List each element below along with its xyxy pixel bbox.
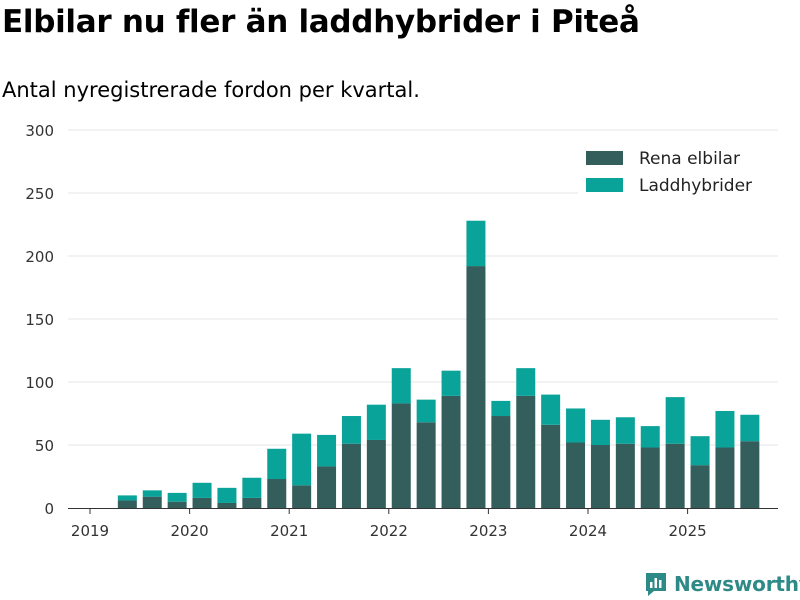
bar-laddhybrider [615,417,635,444]
bar-rena-elbilar [615,443,635,508]
bar-laddhybrider [640,426,660,448]
x-tick-label: 2023 [469,522,507,540]
bar-laddhybrider [117,495,137,501]
bar-laddhybrider [217,487,237,503]
bar-rena-elbilar [516,395,536,508]
x-tick-label: 2019 [71,522,109,540]
y-tick-label: 300 [25,122,54,140]
bar-rena-elbilar [317,466,337,508]
newsworthy-logo-text: Newsworthy [674,572,800,596]
newsworthy-logo: Newsworthy [644,569,800,599]
bar-rena-elbilar [590,445,610,508]
bar-laddhybrider [142,490,162,497]
bar-rena-elbilar [117,500,137,508]
bar-rena-elbilar [217,502,237,508]
bar-laddhybrider [391,368,411,404]
bar-laddhybrider [267,448,287,480]
y-tick-label: 200 [25,248,54,266]
bar-rena-elbilar [740,441,760,508]
bar-rena-elbilar [192,497,212,508]
bar-laddhybrider [516,368,536,396]
bar-laddhybrider [292,433,312,486]
bar-rena-elbilar [690,465,710,508]
bar-rena-elbilar [441,395,461,508]
x-tick-label: 2025 [669,522,707,540]
bar-rena-elbilar [242,497,262,508]
bar-rena-elbilar [341,443,361,508]
legend: Rena elbilar Laddhybrider [578,140,778,200]
bar-laddhybrider [541,394,561,425]
bar-rena-elbilar [665,443,685,508]
bar-laddhybrider [566,408,586,443]
bar-rena-elbilar [416,422,436,508]
legend-item-rena-elbilar-swatch [586,151,623,165]
bar-rena-elbilar [491,416,511,508]
bar-laddhybrider [466,220,486,267]
x-tick-label: 2020 [171,522,209,540]
bar-rena-elbilar [640,447,660,508]
bar-laddhybrider [167,492,187,502]
bar-laddhybrider [590,419,610,445]
bar-rena-elbilar [142,496,162,508]
y-tick-label: 150 [25,311,54,329]
bar-laddhybrider [740,414,760,442]
bar-rena-elbilar [715,447,735,508]
legend-item-laddhybrider-label: Laddhybrider [639,176,752,196]
bar-rena-elbilar [391,403,411,508]
chart-title: Elbilar nu fler än laddhybrider i Piteå [2,4,640,40]
bar-laddhybrider [715,410,735,448]
bar-laddhybrider [341,416,361,444]
x-tick-label: 2021 [270,522,308,540]
bar-laddhybrider [242,477,262,498]
legend-item-laddhybrider-swatch [586,178,623,192]
newsworthy-logo-icon [646,573,666,596]
bar-laddhybrider [690,436,710,466]
bar-laddhybrider [366,404,386,440]
bar-rena-elbilar [267,479,287,508]
x-tick-label: 2024 [569,522,607,540]
x-tick-label: 2022 [370,522,408,540]
bar-laddhybrider [416,399,436,423]
bar-rena-elbilar [566,442,586,508]
y-tick-label: 50 [35,437,54,455]
bar-rena-elbilar [466,266,486,508]
bar-laddhybrider [665,397,685,444]
bar-rena-elbilar [366,439,386,508]
chart-subtitle: Antal nyregistrerade fordon per kvartal. [2,78,420,102]
bar-laddhybrider [192,482,212,498]
legend-item-rena-elbilar-label: Rena elbilar [639,149,740,169]
bar-laddhybrider [441,370,461,396]
y-tick-label: 250 [25,185,54,203]
y-tick-label: 100 [25,374,54,392]
bar-rena-elbilar [167,501,187,508]
bar-laddhybrider [491,400,511,417]
bar-rena-elbilar [541,424,561,508]
y-tick-label: 0 [44,500,54,518]
bar-rena-elbilar [292,485,312,508]
bar-laddhybrider [317,434,337,467]
